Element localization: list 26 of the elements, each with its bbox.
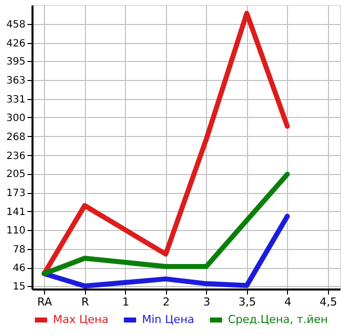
y-tick-label: 426 <box>6 38 26 50</box>
x-tick-label: 3,5 <box>238 296 256 308</box>
y-tick-label: 110 <box>6 225 26 236</box>
x-tick-label: 3 <box>203 296 210 308</box>
legend-label: Max Цена <box>53 313 108 326</box>
y-tick-label: 78 <box>12 244 26 256</box>
y-tick-label: 395 <box>6 56 26 68</box>
y-tick-label: 46 <box>12 263 26 274</box>
y-tick-label: 458 <box>6 19 26 30</box>
x-tick-label: 4,5 <box>320 296 338 308</box>
x-tick-label: 2 <box>162 296 170 308</box>
y-tick-label: 236 <box>6 150 26 162</box>
y-tick-label: 205 <box>6 169 26 180</box>
y-tick-label: 173 <box>6 188 26 200</box>
y-tick-label: 363 <box>6 76 26 87</box>
legend-label: Min Цена <box>142 313 194 326</box>
y-tick-label: 331 <box>6 94 26 106</box>
x-tick-label: 1 <box>122 296 130 308</box>
y-tick-label: 15 <box>12 282 26 293</box>
y-tick-label: 300 <box>6 112 26 124</box>
legend-label: Сред.Цена, т.йен <box>228 313 328 326</box>
x-tick-label: R <box>81 296 90 308</box>
x-tick-label: RA <box>37 296 52 308</box>
y-tick-label: 268 <box>6 132 26 143</box>
y-tick-label: 141 <box>6 206 26 218</box>
x-tick-label: 4 <box>284 296 292 308</box>
